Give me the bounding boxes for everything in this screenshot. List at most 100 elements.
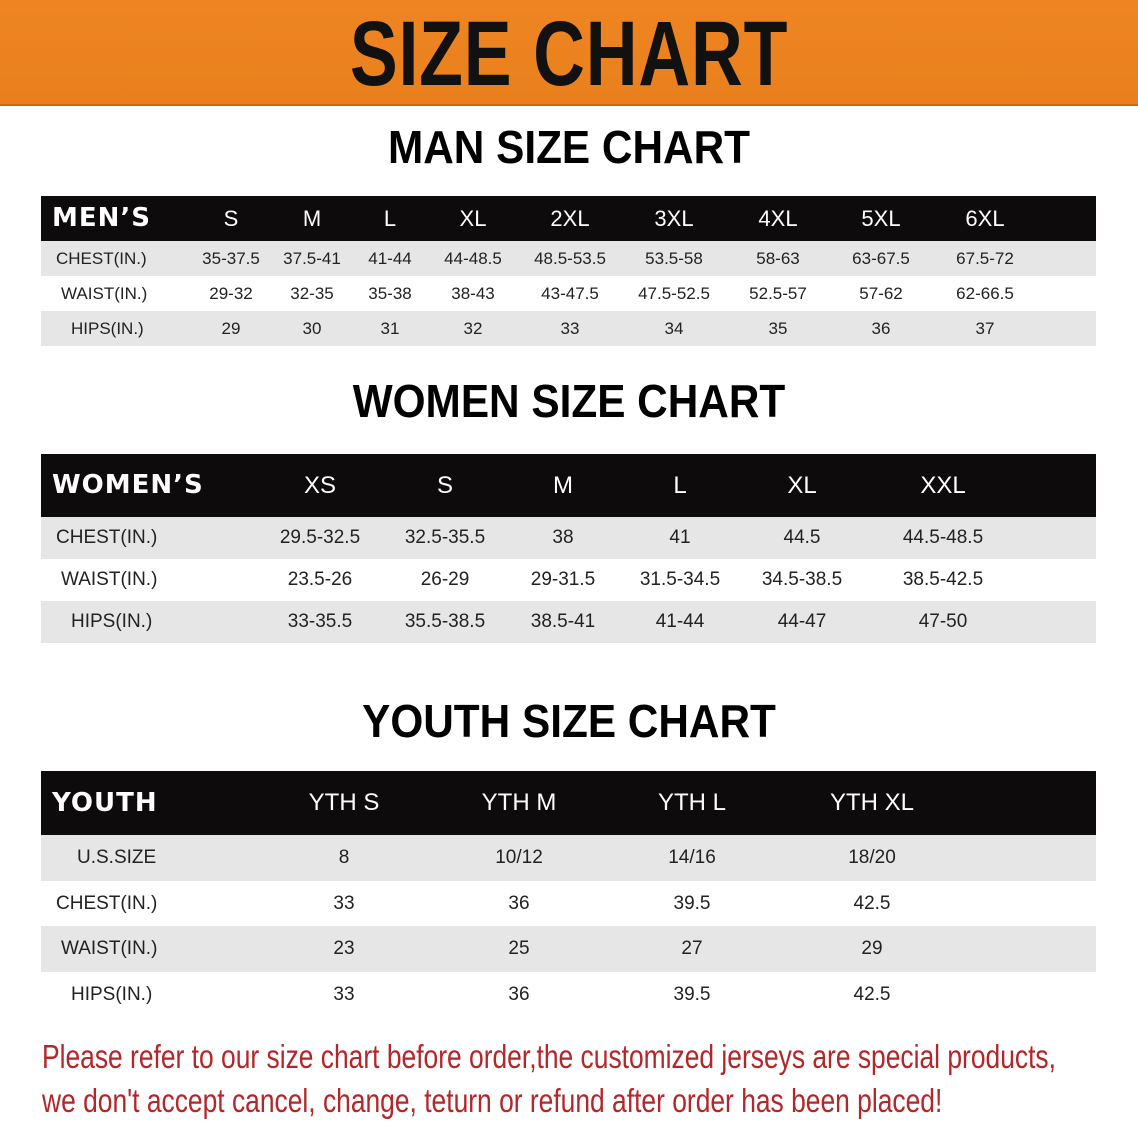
table-cell: 44.5-48.5 xyxy=(902,527,984,548)
table-cell: 53.5-58 xyxy=(645,249,703,268)
row-label: HIPS(IN.) xyxy=(71,319,144,338)
size-column-header: L xyxy=(673,472,687,499)
table-cell: 34 xyxy=(664,319,684,338)
table-header-row: WOMEN’S XS S M L XL XXL xyxy=(41,454,1096,517)
row-label: CHEST(IN.) xyxy=(56,527,158,548)
notice-line-1: Please refer to our size chart before or… xyxy=(42,1038,1056,1075)
table-cell: 41 xyxy=(669,527,691,548)
table-cell: 18/20 xyxy=(848,847,896,868)
table-cell: 31 xyxy=(380,319,400,338)
size-column-header: 6XL xyxy=(965,206,1005,231)
title-banner: SIZE CHART xyxy=(0,0,1138,106)
table-cell: 42.5 xyxy=(853,983,891,1005)
youth-section-title: YOUTH SIZE CHART xyxy=(362,695,776,747)
size-column-header: S xyxy=(223,206,239,231)
table-cell: 62-66.5 xyxy=(956,284,1014,303)
table-cell: 38.5-42.5 xyxy=(902,569,984,590)
table-cell: 36 xyxy=(871,319,891,338)
size-column-header: M xyxy=(553,472,573,499)
table-row: HIPS(IN.) 33 36 39.5 42.5 xyxy=(41,972,1096,1018)
table-cell: 33-35.5 xyxy=(287,611,353,632)
table-cell: 44.5 xyxy=(783,527,821,548)
table-header-row: MEN’S S M L XL 2XL 3XL 4XL 5XL 6XL xyxy=(41,196,1096,241)
table-cell: 48.5-53.5 xyxy=(534,249,606,268)
size-column-header: 4XL xyxy=(758,206,798,231)
row-label: U.S.SIZE xyxy=(77,847,157,868)
table-cell: 29-31.5 xyxy=(530,569,596,590)
table-cell: 27 xyxy=(681,938,703,959)
header-label: WOMEN’S xyxy=(52,470,204,500)
table-cell: 35-37.5 xyxy=(202,249,260,268)
notice-line-2: we don't accept cancel, change, teturn o… xyxy=(42,1082,943,1119)
table-cell: 26-29 xyxy=(420,569,470,590)
table-cell: 14/16 xyxy=(668,847,716,868)
row-label: HIPS(IN.) xyxy=(71,983,153,1005)
table-row: WAIST(IN.) 23 25 27 29 xyxy=(41,926,1096,972)
size-column-header: YTH S xyxy=(308,789,380,816)
table-cell: 58-63 xyxy=(756,249,800,268)
table-cell: 44-47 xyxy=(777,611,827,632)
size-column-header: L xyxy=(383,206,397,231)
table-cell: 29-32 xyxy=(209,284,253,303)
size-column-header: XL xyxy=(459,206,487,231)
table-cell: 25 xyxy=(508,938,530,959)
size-column-header: 2XL xyxy=(550,206,590,231)
row-label: WAIST(IN.) xyxy=(61,569,158,590)
table-row: U.S.SIZE 8 10/12 14/16 18/20 xyxy=(41,835,1096,881)
table-row: HIPS(IN.) 29 30 31 32 33 34 35 36 37 xyxy=(41,311,1096,346)
size-column-header: XL xyxy=(787,472,817,499)
table-cell: 41-44 xyxy=(655,611,705,632)
table-row: CHEST(IN.) 35-37.5 37.5-41 41-44 44-48.5 48.5… xyxy=(41,241,1096,276)
size-column-header: S xyxy=(436,472,454,499)
table-cell: 34.5-38.5 xyxy=(761,569,843,590)
table-cell: 35 xyxy=(768,319,788,338)
header-label: YOUTH xyxy=(52,788,158,818)
table-cell: 42.5 xyxy=(853,892,891,914)
table-cell: 37.5-41 xyxy=(283,249,341,268)
table-cell: 30 xyxy=(302,319,322,338)
row-label: HIPS(IN.) xyxy=(71,611,153,632)
table-cell: 32 xyxy=(463,319,483,338)
table-header-row: YOUTH YTH S YTH M YTH L YTH XL xyxy=(41,771,1096,835)
page-title: SIZE CHART xyxy=(349,3,789,105)
table-cell: 32.5-35.5 xyxy=(404,527,486,548)
table-cell: 57-62 xyxy=(859,284,903,303)
row-label: WAIST(IN.) xyxy=(61,284,148,303)
size-column-header: YTH L xyxy=(657,789,727,816)
table-cell: 36 xyxy=(508,892,530,914)
table-cell: 47-50 xyxy=(918,611,968,632)
row-label: WAIST(IN.) xyxy=(61,938,158,959)
table-cell: 33 xyxy=(333,983,355,1005)
table-cell: 38 xyxy=(552,527,574,548)
table-cell: 29 xyxy=(221,319,241,338)
table-row: CHEST(IN.) 33 36 39.5 42.5 xyxy=(41,881,1096,927)
row-label: CHEST(IN.) xyxy=(56,249,147,268)
size-column-header: 3XL xyxy=(654,206,694,231)
table-cell: 23.5-26 xyxy=(287,569,353,590)
table-cell: 43-47.5 xyxy=(541,284,599,303)
table-cell: 23 xyxy=(333,938,355,959)
table-cell: 37 xyxy=(975,319,995,338)
table-cell: 10/12 xyxy=(495,847,543,868)
size-column-header: YTH XL xyxy=(829,789,915,816)
table-cell: 63-67.5 xyxy=(852,249,910,268)
header-label: MEN’S xyxy=(52,203,151,233)
women-section-title: WOMEN SIZE CHART xyxy=(352,375,786,427)
table-row: WAIST(IN.) 23.5-26 26-29 29-31.5 31.5-34.5 34… xyxy=(41,559,1096,601)
size-column-header: M xyxy=(302,206,322,231)
table-cell: 33 xyxy=(333,892,355,914)
table-cell: 31.5-34.5 xyxy=(639,569,721,590)
table-cell: 39.5 xyxy=(673,983,711,1005)
table-cell: 41-44 xyxy=(368,249,412,268)
table-row: WAIST(IN.) 29-32 32-35 35-38 38-43 43-47.5 47.… xyxy=(41,276,1096,311)
table-cell: 29 xyxy=(861,938,883,959)
size-column-header: 5XL xyxy=(861,206,901,231)
table-cell: 36 xyxy=(508,983,530,1005)
table-cell: 35-38 xyxy=(368,284,412,303)
table-cell: 44-48.5 xyxy=(444,249,502,268)
table-cell: 8 xyxy=(338,847,350,868)
table-cell: 29.5-32.5 xyxy=(279,527,361,548)
table-cell: 39.5 xyxy=(673,892,711,914)
table-cell: 35.5-38.5 xyxy=(404,611,486,632)
